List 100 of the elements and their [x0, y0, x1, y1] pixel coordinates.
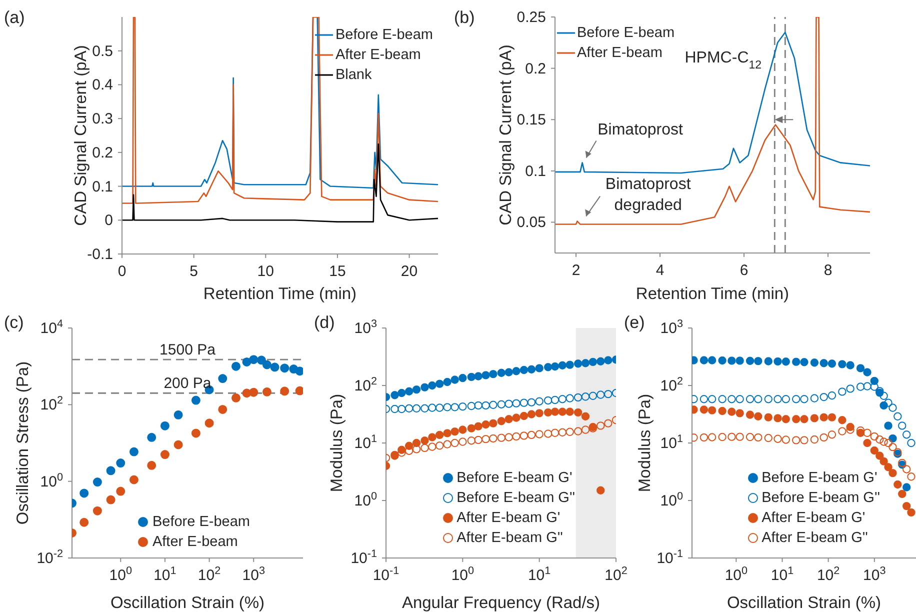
legend-label: Before E-beam G': [762, 469, 878, 488]
y-axis-title: CAD Signal Current (pA): [496, 44, 515, 226]
point: [412, 385, 421, 394]
point: [467, 436, 476, 445]
point: [520, 412, 528, 420]
point: [504, 433, 513, 442]
point: [443, 440, 452, 448]
y-tick-label: 10$^{1}$: [660, 433, 683, 452]
ref-line-label: 1500 Pa: [160, 342, 216, 359]
point: [443, 403, 452, 412]
point: [581, 359, 590, 368]
point: [420, 404, 429, 412]
y-axis-title: Oscillation Stress (Pa): [14, 361, 32, 525]
x-tick-label: 0: [118, 263, 126, 280]
point: [550, 362, 560, 371]
point: [558, 361, 567, 370]
y-tick-label: 0.1: [92, 178, 113, 196]
point: [566, 428, 574, 436]
point: [550, 408, 560, 416]
point: [489, 400, 498, 409]
y-tick-label: 10$^{2}$: [354, 376, 377, 394]
legend-label: After E-beam G': [762, 509, 866, 528]
point: [520, 432, 528, 440]
point: [458, 402, 467, 411]
point: [497, 400, 506, 408]
point: [450, 438, 459, 448]
x-tick-label: 10$^{3}$: [863, 565, 886, 584]
point: [520, 398, 528, 407]
point: [504, 400, 513, 408]
point: [489, 434, 498, 443]
y-tick-label: 10$^{2}$: [40, 394, 63, 414]
legend-label: After E-beam: [152, 533, 238, 552]
point: [428, 381, 436, 390]
legend-label: After E-beam G'': [762, 529, 868, 548]
point: [390, 404, 399, 414]
point: [412, 404, 421, 412]
point: [497, 434, 506, 442]
point: [558, 408, 567, 416]
point: [566, 360, 574, 369]
y-tick-label: 10$^{0}$: [660, 490, 683, 510]
annotation: Bimatoprost: [598, 122, 684, 139]
x-tick-label: 10$^{1}$: [154, 565, 176, 584]
point: [420, 436, 429, 445]
point: [435, 404, 444, 412]
point: [482, 371, 490, 380]
point: [527, 430, 536, 440]
x-tick-label: 10$^{2}$: [604, 565, 628, 584]
point: [527, 398, 536, 406]
point: [512, 367, 520, 376]
y-axis-title: Modulus (Pa): [636, 394, 654, 492]
point: [467, 402, 476, 410]
legend-label: Before E-beam: [335, 26, 433, 45]
y-tick-label: -0.1: [87, 246, 113, 263]
legend-label: Before E-beam: [577, 24, 675, 43]
y-tick-label: 0: [104, 212, 113, 230]
point: [566, 394, 574, 402]
point: [435, 442, 444, 450]
point: [535, 364, 544, 372]
point: [428, 433, 436, 442]
y-tick-label: 0.25: [516, 9, 546, 26]
y-tick-label: 0.3: [92, 110, 113, 128]
chart-title: (b): [454, 8, 475, 28]
x-tick-label: 10$^{2}$: [816, 565, 840, 584]
y-tick-label: 10$^{-1}$: [350, 548, 377, 567]
point: [482, 401, 490, 410]
point: [574, 360, 582, 368]
point: [574, 427, 582, 436]
point: [458, 438, 467, 446]
point: [544, 362, 552, 372]
point: [527, 365, 536, 374]
point: [482, 434, 490, 444]
chart-title: (d): [314, 313, 335, 333]
point: [581, 426, 590, 434]
point: [566, 408, 574, 416]
x-tick-label: 8: [824, 262, 832, 279]
point: [412, 438, 421, 448]
point: [435, 430, 444, 440]
point: [467, 372, 476, 382]
point: [535, 409, 544, 418]
x-tick-label: 20: [400, 263, 418, 280]
point: [581, 412, 590, 421]
y-tick-label: 0.2: [92, 144, 113, 162]
x-tick-label: 10$^{0}$: [451, 565, 474, 584]
point: [604, 390, 612, 398]
legend-label: Blank: [335, 66, 372, 85]
point: [404, 404, 414, 412]
line-series: [555, 17, 870, 225]
point: [474, 436, 482, 444]
point: [544, 430, 552, 438]
point: [443, 429, 452, 438]
x-axis-title: Oscillation Strain (%): [726, 594, 882, 612]
chart-title: (e): [624, 313, 645, 333]
point: [535, 430, 544, 438]
point: [450, 403, 459, 412]
chart-title: (c): [4, 313, 24, 333]
point: [596, 486, 605, 494]
x-tick-label: 5: [190, 263, 198, 280]
x-tick-label: 10$^{3}$: [242, 565, 265, 584]
point: [489, 370, 498, 378]
point: [544, 408, 552, 417]
